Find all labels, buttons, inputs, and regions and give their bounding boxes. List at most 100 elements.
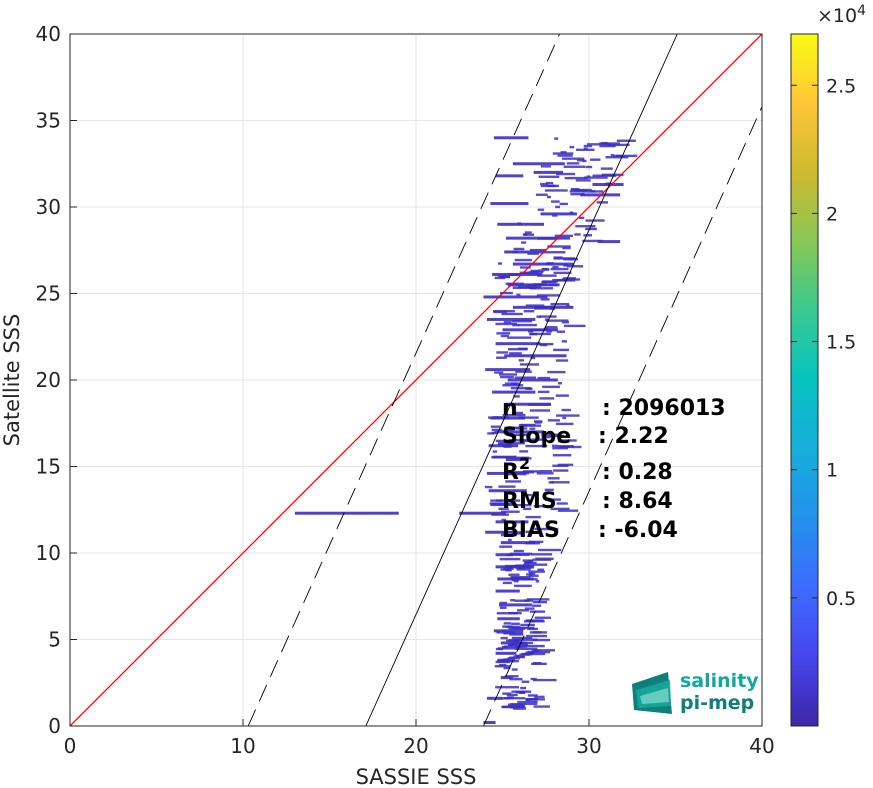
density-cell <box>525 304 545 307</box>
density-cell <box>529 287 554 290</box>
y-tick-label: 35 <box>36 109 61 133</box>
density-cell <box>495 686 519 689</box>
density-cell <box>527 252 539 255</box>
density-cell <box>492 450 498 453</box>
density-cell <box>512 162 565 166</box>
density-cell <box>570 192 585 196</box>
y-tick-label: 10 <box>36 541 61 565</box>
density-cell <box>494 276 506 280</box>
density-cell <box>552 152 574 155</box>
density-cell <box>566 304 570 308</box>
density-cell <box>498 262 503 265</box>
density-cell <box>495 589 520 593</box>
density-cell <box>532 638 551 642</box>
density-cell <box>521 578 538 581</box>
density-cell <box>511 578 520 582</box>
density-cell <box>515 641 534 645</box>
density-cell <box>509 643 529 646</box>
density-cell <box>524 620 535 623</box>
density-cell <box>566 265 584 268</box>
density-cell <box>555 205 560 209</box>
density-cell <box>514 584 532 588</box>
density-cell <box>525 542 540 545</box>
density-cell <box>547 245 571 248</box>
density-cell <box>546 184 556 188</box>
density-cell <box>511 690 532 693</box>
density-cell <box>494 430 508 434</box>
density-cell <box>503 567 514 570</box>
density-cell <box>533 662 542 665</box>
density-cell <box>610 154 615 157</box>
density-cell <box>562 157 585 160</box>
density-cell <box>537 376 550 380</box>
density-cell <box>546 262 554 265</box>
density-cell <box>578 216 585 220</box>
density-cell <box>515 411 524 415</box>
density-cell <box>496 351 509 354</box>
density-cell <box>510 706 521 709</box>
density-cell <box>510 703 526 706</box>
density-cell <box>553 469 569 472</box>
density-cell <box>533 649 555 652</box>
density-cell <box>554 137 559 140</box>
y-tick-label: 40 <box>36 22 61 46</box>
density-cell <box>491 428 503 432</box>
density-cell <box>575 225 596 228</box>
density-cell <box>529 332 551 336</box>
density-cell <box>585 165 593 169</box>
density-cell <box>536 294 561 297</box>
density-cell <box>501 518 507 522</box>
density-cell <box>523 233 535 236</box>
colorbar-exponent-base: ×10 <box>817 5 857 27</box>
density-cell <box>534 527 559 531</box>
density-cell <box>555 394 569 397</box>
density-cell <box>556 172 576 176</box>
density-cell <box>533 170 564 174</box>
density-cell <box>562 416 567 420</box>
density-cell <box>529 427 536 430</box>
density-cloud <box>294 136 638 725</box>
density-cell <box>515 654 520 658</box>
density-cell <box>528 328 543 332</box>
density-cell <box>509 656 515 659</box>
density-cell <box>533 705 550 708</box>
density-cell <box>547 370 566 374</box>
density-cell <box>528 574 539 577</box>
density-cell <box>613 154 622 158</box>
density-cell <box>527 650 551 654</box>
density-cell <box>535 193 548 196</box>
density-cell <box>508 573 520 576</box>
density-cell <box>615 154 638 158</box>
density-cell <box>585 219 605 222</box>
density-cell <box>563 324 586 328</box>
density-cell <box>547 498 561 501</box>
density-cell <box>503 321 512 324</box>
density-cell <box>514 532 524 535</box>
y-axis-label: Satellite SSS <box>0 314 24 447</box>
density-cell <box>459 511 506 515</box>
density-cell <box>516 427 528 430</box>
density-cell <box>525 530 531 534</box>
density-cell <box>559 202 568 206</box>
density-cell <box>495 322 518 326</box>
density-cell <box>500 275 511 279</box>
y-tick-label: 5 <box>48 628 61 652</box>
density-cell <box>525 634 548 638</box>
density-cell <box>504 564 519 568</box>
density-cell <box>514 376 536 379</box>
density-cell <box>534 307 553 310</box>
stat-label: Slope <box>502 424 571 449</box>
density-cell <box>494 371 504 374</box>
density-cell <box>546 319 569 322</box>
density-cell <box>517 609 530 612</box>
density-cell <box>532 600 548 604</box>
density-cell <box>547 419 560 422</box>
density-cell <box>556 414 580 417</box>
density-cell <box>498 507 509 510</box>
stat-label: RMS <box>502 489 557 514</box>
density-cell <box>499 601 508 605</box>
stat-value: : 8.64 <box>602 489 673 514</box>
density-cell <box>556 445 574 448</box>
density-cell <box>497 647 519 650</box>
density-cell <box>495 342 541 346</box>
